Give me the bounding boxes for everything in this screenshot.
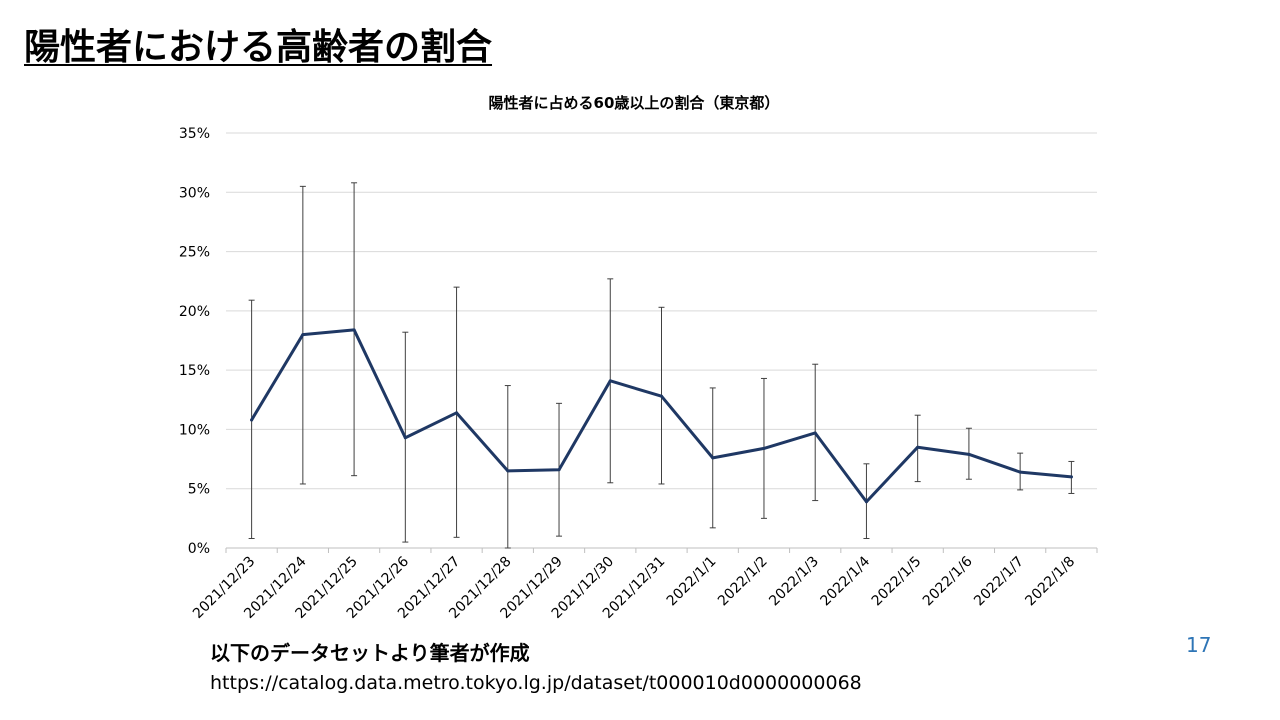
x-tick-label: 2022/1/5 (869, 554, 925, 610)
data-point (711, 456, 715, 460)
y-axis-tick-labels: 0% 5% 10% 15% 20% 25% 30% 35% (179, 126, 210, 557)
line-chart: 陽性者に占める60歳以上の割合（東京都） 0% 5% 10% 15% 20% 25% 30%… (179, 94, 1098, 622)
error-bar (504, 385, 511, 549)
x-tick-label: 2022/1/1 (664, 554, 720, 610)
y-tick-label: 25% (179, 245, 210, 261)
x-tick-label: 2022/1/3 (766, 554, 822, 610)
data-point (250, 418, 254, 422)
y-tick-label: 5% (188, 482, 210, 498)
data-point (455, 411, 459, 415)
series-line-group (250, 328, 1073, 504)
y-tick-label: 10% (179, 422, 210, 438)
y-tick-label: 20% (179, 304, 210, 320)
data-point (1018, 470, 1022, 474)
x-tick-label: 2022/1/4 (817, 553, 873, 609)
x-axis (225, 547, 1098, 553)
x-tick-label: 2022/1/8 (1022, 554, 1078, 610)
data-point (967, 452, 971, 456)
y-tick-label: 30% (179, 185, 210, 201)
data-point (762, 446, 766, 450)
y-tick-label: 35% (179, 126, 210, 142)
data-point (608, 379, 612, 383)
page-number: 17 (1186, 633, 1212, 657)
data-point (660, 394, 663, 398)
data-point (352, 328, 356, 332)
source-url: https://catalog.data.metro.tokyo.lg.jp/d… (210, 672, 862, 694)
data-point (864, 500, 868, 504)
x-axis-tick-labels: 2021/12/232021/12/242021/12/252021/12/26… (190, 553, 1078, 621)
data-point (403, 436, 407, 440)
slide-title: 陽性者における高齢者の割合 (24, 27, 493, 68)
data-point (1069, 475, 1073, 479)
x-tick-label: 2022/1/7 (971, 554, 1027, 610)
source-heading: 以下のデータセットより筆者が作成 (210, 641, 530, 665)
data-point (813, 431, 817, 435)
data-point (557, 468, 561, 472)
y-tick-label: 15% (179, 363, 210, 379)
x-tick-label: 2022/1/6 (920, 553, 976, 609)
data-point (301, 333, 305, 337)
data-point (916, 445, 920, 449)
y-tick-label: 0% (188, 541, 210, 557)
x-tick-label: 2022/1/2 (715, 554, 771, 610)
data-point (506, 469, 510, 473)
chart-title: 陽性者に占める60歳以上の割合（東京都） (489, 94, 780, 112)
